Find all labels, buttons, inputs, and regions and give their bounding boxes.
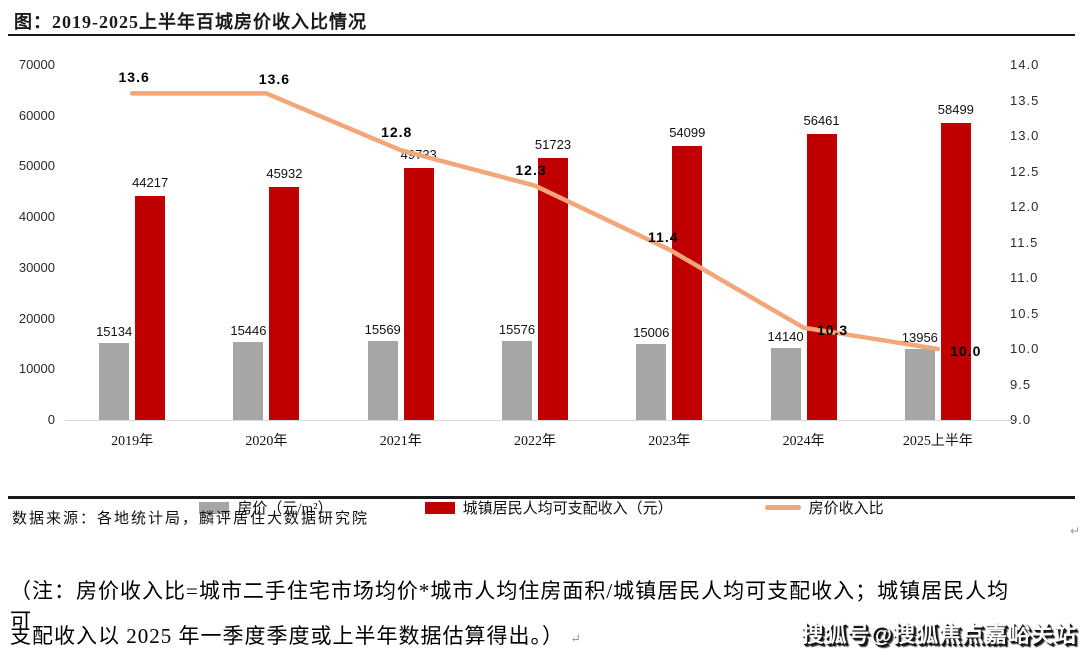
paragraph-mark: ↵ [570, 631, 583, 646]
y-axis-right-tick: 13.0 [1010, 128, 1040, 143]
bar-disposable-income [940, 123, 971, 420]
bar-value-label-housing-price: 14140 [767, 329, 804, 345]
y-axis-right-tick: 10.0 [1010, 341, 1040, 356]
y-axis-left-tick: 0 [47, 412, 55, 427]
bar-housing-price [99, 343, 130, 420]
page-title: 图：2019-2025上半年百城房价收入比情况 [14, 12, 367, 32]
bar-value-label-disposable-income: 54099 [669, 124, 706, 140]
ratio-point-label: 10.0 [950, 343, 982, 359]
ratio-point-label: 11.4 [648, 228, 679, 245]
chart-legend: 房价（元/m²） 城镇居民人均可支配收入（元） 房价收入比 [0, 497, 1083, 518]
y-axis-right-tick: 9.5 [1010, 376, 1032, 392]
bar-disposable-income [403, 167, 434, 420]
y-axis-left-tick: 60000 [18, 107, 55, 123]
bar-value-label-disposable-income: 58499 [937, 102, 974, 118]
legend-swatch-disposable-income [424, 501, 455, 514]
watermark-sohu: 搜狐号@搜狐焦点嘉峪关站 [801, 622, 1077, 647]
bar-disposable-income [135, 195, 166, 420]
y-axis-right-tick: 14.0 [1010, 57, 1040, 72]
legend-label-disposable-income: 城镇居民人均可支配收入（元） [462, 501, 673, 517]
y-axis-right-tick: 11.5 [1010, 234, 1039, 250]
y-axis-right-tick: 9.0 [1010, 412, 1032, 427]
ratio-point-label: 13.6 [258, 71, 291, 88]
y-axis-left-tick: 20000 [18, 310, 55, 326]
note-line-1: （注：房价收入比=城市二手住宅市场均价*城市人均住房面积/城镇居民人均可支配收入… [10, 579, 1010, 633]
x-axis-label: 2023年 [648, 434, 691, 449]
y-axis-left-tick: 40000 [18, 209, 55, 225]
bar-value-label-disposable-income: 56461 [803, 112, 840, 128]
chart-canvas: 0 10000 20000 30000 40000 50000 60000 70000 9.0 9… [0, 45, 1083, 450]
paragraph-mark: ↵ [1070, 524, 1081, 538]
bar-housing-price [233, 341, 264, 420]
bar-value-label-disposable-income: 45932 [266, 166, 303, 182]
bar-value-label-housing-price: 15446 [230, 322, 267, 338]
chart-footer-divider [8, 496, 1075, 499]
bar-value-label-housing-price: 13956 [901, 330, 938, 346]
x-axis-label: 2025上半年 [902, 434, 973, 449]
bar-disposable-income [806, 133, 837, 420]
note-line-2-text: 支配收入以 2025 年一季度季度或上半年数据估算得出。） [10, 624, 564, 648]
price-income-ratio-line [129, 91, 941, 352]
bar-housing-price [367, 341, 398, 420]
bar-value-label-housing-price: 15006 [633, 324, 670, 340]
source-text: 数据来源：各地统计局，麟评居住大数据研究院 [12, 511, 370, 527]
bar-value-label-disposable-income: 44217 [132, 174, 169, 190]
bar-disposable-income [672, 145, 703, 420]
legend-item-housing-price: 房价（元/m²） [199, 497, 333, 518]
bar-housing-price [502, 341, 532, 420]
legend-label-housing-price: 房价（元/m²） [237, 501, 333, 517]
legend-swatch-price-income-ratio [764, 505, 801, 510]
title-divider [8, 34, 1075, 36]
legend-label-price-income-ratio: 房价收入比 [808, 501, 884, 517]
y-axis-right-tick: 11.0 [1010, 270, 1039, 285]
ratio-point-label: 10.3 [816, 321, 849, 338]
bar-value-label-housing-price: 15569 [364, 322, 401, 338]
x-axis-label: 2022年 [514, 434, 556, 449]
bar-housing-price [770, 348, 801, 420]
bar-value-label-housing-price: 15134 [96, 324, 133, 340]
x-axis-label: 2021年 [379, 434, 422, 449]
bar-housing-price [636, 343, 667, 420]
legend-item-disposable-income: 城镇居民人均可支配收入（元） [424, 497, 673, 518]
ratio-point-label: 12.8 [381, 124, 413, 141]
y-axis-left-tick: 30000 [18, 259, 55, 275]
ratio-point-label: 12.3 [515, 161, 547, 178]
y-axis-left-tick: 70000 [18, 57, 55, 72]
y-axis-left-tick: 50000 [18, 158, 55, 174]
y-axis-right-tick: 12.0 [1010, 199, 1040, 214]
bar-value-label-housing-price: 15576 [498, 322, 536, 337]
bar-value-label-disposable-income: 51723 [534, 136, 572, 152]
x-axis-label: 2024年 [782, 434, 825, 449]
y-axis-right-tick: 12.5 [1010, 163, 1040, 179]
ratio-polyline [129, 91, 941, 352]
bar-disposable-income [269, 187, 300, 420]
y-axis-right-tick: 13.5 [1010, 92, 1040, 108]
legend-swatch-housing-price [199, 501, 230, 514]
x-axis-line [65, 420, 1013, 421]
x-axis-label: 2019年 [111, 434, 154, 449]
note-line-2: 支配收入以 2025 年一季度季度或上半年数据估算得出。） ↵ [10, 620, 1010, 650]
bar-housing-price [904, 349, 935, 420]
ratio-point-label: 13.6 [118, 69, 150, 86]
legend-item-price-income-ratio: 房价收入比 [764, 497, 884, 518]
y-axis-left-tick: 10000 [18, 361, 55, 377]
x-axis-label: 2020年 [245, 434, 288, 449]
y-axis-right-tick: 10.5 [1010, 305, 1040, 321]
